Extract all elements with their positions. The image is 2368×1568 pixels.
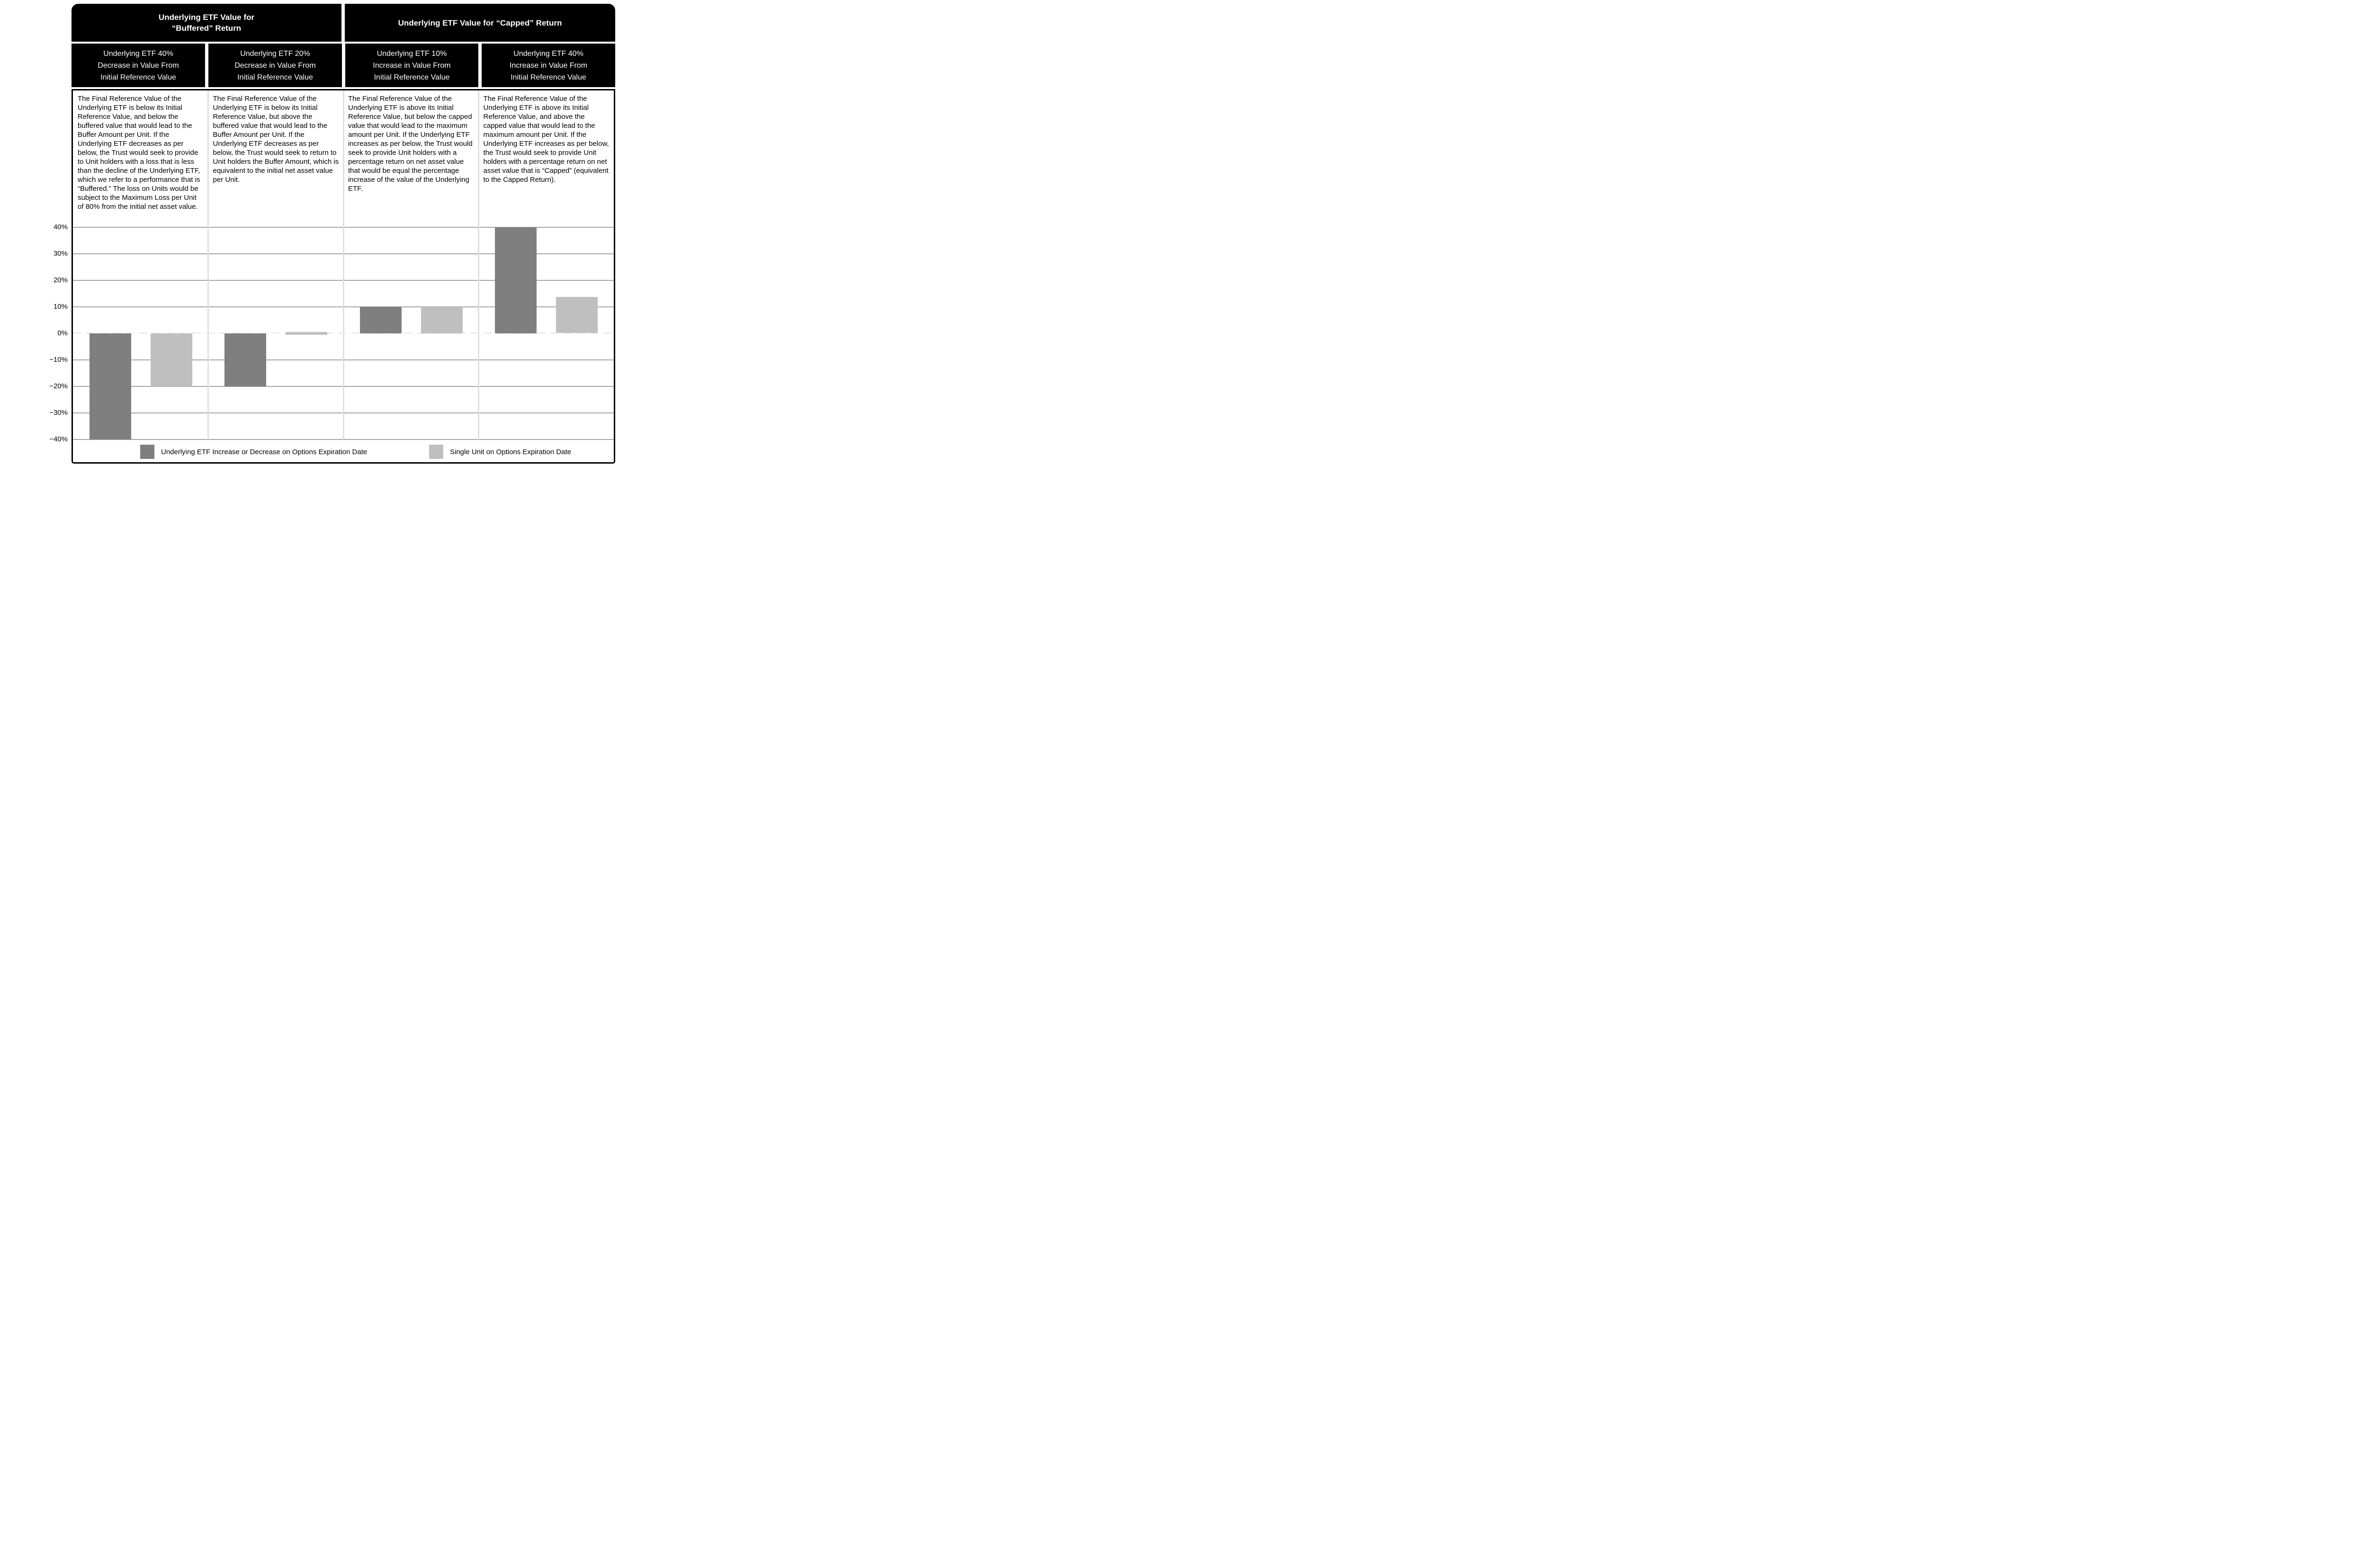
subheader-col2-line3: Initial Reference Value xyxy=(237,73,313,81)
legend-swatch-etf xyxy=(140,445,154,459)
y-tick-label--40: −40% xyxy=(49,435,68,443)
subheader-col3-line2: Increase in Value From xyxy=(373,61,451,70)
subheader-col4-line2: Increase in Value From xyxy=(509,61,588,70)
legend-swatch-unit xyxy=(429,445,443,459)
header-buffered-line2: “Buffered” Return xyxy=(171,24,242,33)
subheader-col3: Underlying ETF 10% Increase in Value Fro… xyxy=(345,44,478,87)
y-tick-label-10: 10% xyxy=(53,302,68,311)
y-tick-label-30: 30% xyxy=(53,249,68,258)
bar-series2-col4 xyxy=(556,296,598,333)
header-capped-line1: Underlying ETF Value for “Capped” Return xyxy=(398,18,562,27)
header-buffered-line1: Underlying ETF Value for xyxy=(158,13,255,22)
description-col3: The Final Reference Value of the Underly… xyxy=(348,95,473,193)
table-chart-panel: The Final Reference Value of the Underly… xyxy=(72,89,615,464)
subheader-col2-line2: Decrease in Value From xyxy=(234,61,316,70)
description-col2: The Final Reference Value of the Underly… xyxy=(213,95,339,184)
bar-series2-col3 xyxy=(421,306,463,333)
bar-series1-col3 xyxy=(359,306,402,333)
etf-buffered-capped-figure: Underlying ETF Value for “Buffered” Retu… xyxy=(0,0,732,475)
legend-label-etf: Underlying ETF Increase or Decrease on O… xyxy=(161,448,368,456)
header-buffered-group: Underlying ETF Value for “Buffered” Retu… xyxy=(72,4,341,42)
description-col4: The Final Reference Value of the Underly… xyxy=(483,95,609,184)
y-tick-label-40: 40% xyxy=(53,223,68,231)
y-tick-label-20: 20% xyxy=(53,276,68,284)
subheader-col3-line3: Initial Reference Value xyxy=(374,73,450,81)
legend-item-etf: Underlying ETF Increase or Decrease on O… xyxy=(140,445,367,459)
legend-item-unit: Single Unit on Options Expiration Date xyxy=(429,445,571,459)
column-divider-3 xyxy=(478,90,479,439)
subheader-col1-line3: Initial Reference Value xyxy=(100,73,176,81)
y-tick-label--30: −30% xyxy=(49,408,68,417)
bar-series2-col2 xyxy=(286,332,328,335)
y-tick-label-0: 0% xyxy=(57,329,68,337)
column-divider-2 xyxy=(342,90,344,439)
bar-series1-col4 xyxy=(495,227,537,333)
subheader-col3-line1: Underlying ETF 10% xyxy=(377,49,447,58)
bar-series2-col1 xyxy=(150,333,192,386)
subheader-col1-line1: Underlying ETF 40% xyxy=(103,49,173,58)
y-tick-label--10: −10% xyxy=(49,355,68,364)
bar-series1-col1 xyxy=(89,333,131,439)
plot-area: The Final Reference Value of the Underly… xyxy=(73,90,614,462)
column-divider-1 xyxy=(207,90,209,439)
header-capped-group: Underlying ETF Value for “Capped” Return xyxy=(345,4,615,42)
subheader-col1-line2: Decrease in Value From xyxy=(98,61,179,70)
subheader-col4-line1: Underlying ETF 40% xyxy=(513,49,583,58)
subheader-col4: Underlying ETF 40% Increase in Value Fro… xyxy=(482,44,615,87)
bar-series1-col2 xyxy=(224,333,266,386)
subheader-col4-line3: Initial Reference Value xyxy=(511,73,586,81)
subheader-col2: Underlying ETF 20% Decrease in Value Fro… xyxy=(208,44,342,87)
legend-label-unit: Single Unit on Options Expiration Date xyxy=(450,448,571,456)
y-tick-label--20: −20% xyxy=(49,382,68,390)
subheader-col2-line1: Underlying ETF 20% xyxy=(240,49,310,58)
description-col1: The Final Reference Value of the Underly… xyxy=(78,95,200,211)
subheader-col1: Underlying ETF 40% Decrease in Value Fro… xyxy=(72,44,205,87)
